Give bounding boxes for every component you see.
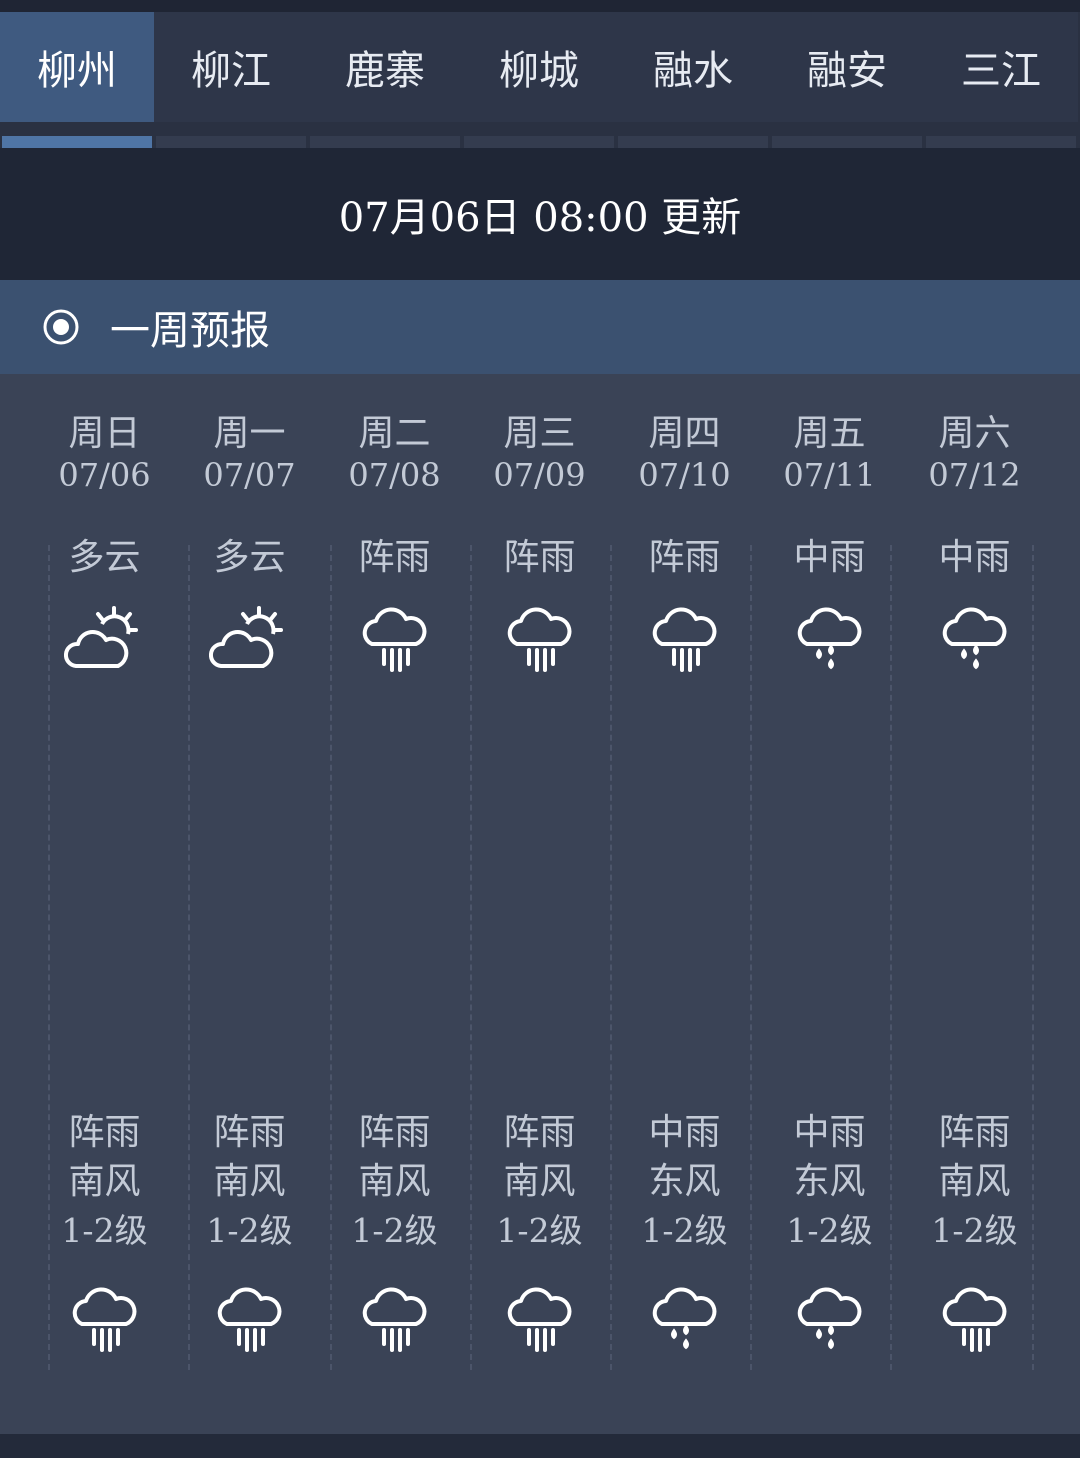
wind-level: 1-2级	[641, 1211, 728, 1250]
day-date: 07/12	[928, 456, 1021, 494]
column-divider	[48, 545, 50, 1370]
column-divider	[1032, 545, 1034, 1370]
wind-level: 1-2级	[206, 1211, 293, 1250]
wind-level: 1-2级	[786, 1211, 873, 1250]
wind-direction: 南风	[503, 1161, 576, 1202]
day-name: 周一	[213, 413, 286, 454]
night-weather: 中雨	[648, 1112, 721, 1153]
weekly-forecast-grid: 2727272726252436363535343133 周日07/06多云阵雨…	[0, 374, 1080, 1434]
day-name: 周三	[503, 413, 576, 454]
wind-direction: 南风	[358, 1161, 431, 1202]
update-time-bar: 07月06日 08:00 更新	[0, 148, 1080, 280]
update-time-text: 07月06日 08:00 更新	[338, 195, 742, 241]
tab-city-2[interactable]: 鹿寨	[308, 12, 462, 122]
day-weather: 中雨	[938, 537, 1011, 578]
night-weather: 阵雨	[938, 1112, 1011, 1153]
day-name: 周日	[68, 413, 141, 454]
bottom-strip	[0, 1434, 1080, 1458]
partly-cloudy-icon	[209, 606, 283, 668]
moderate-rain-icon	[797, 607, 862, 670]
weekly-forecast-header: 一周预报	[0, 280, 1080, 374]
day-name: 周四	[648, 413, 721, 454]
day-date: 07/10	[638, 456, 731, 494]
column-divider	[610, 545, 612, 1370]
night-weather: 中雨	[793, 1112, 866, 1153]
tab-city-0[interactable]: 柳州	[0, 12, 154, 122]
tab-indicator	[618, 136, 768, 148]
shower-rain-icon	[72, 1287, 137, 1352]
column-divider	[330, 545, 332, 1370]
top-edge	[0, 0, 1080, 12]
tab-city-3[interactable]: 柳城	[462, 12, 616, 122]
day-weather: 中雨	[793, 537, 866, 578]
moderate-rain-icon	[797, 1287, 862, 1350]
shower-rain-icon	[652, 607, 717, 672]
day-weather: 多云	[68, 537, 141, 578]
night-weather: 阵雨	[358, 1112, 431, 1153]
day-name: 周五	[793, 413, 866, 454]
day-date: 07/09	[493, 456, 586, 494]
shower-rain-icon	[942, 1287, 1007, 1352]
day-weather: 多云	[213, 537, 286, 578]
wind-direction: 南风	[68, 1161, 141, 1202]
tab-indicator	[156, 136, 306, 148]
wind-level: 1-2级	[351, 1211, 438, 1250]
wind-direction: 南风	[213, 1161, 286, 1202]
wind-direction: 东风	[648, 1161, 721, 1202]
moderate-rain-icon	[652, 1287, 717, 1350]
tab-indicator	[926, 136, 1076, 148]
column-divider	[890, 545, 892, 1370]
day-weather: 阵雨	[358, 537, 431, 578]
wind-direction: 东风	[793, 1161, 866, 1202]
column-divider	[470, 545, 472, 1370]
day-weather: 阵雨	[503, 537, 576, 578]
day-date: 07/08	[348, 456, 441, 494]
shower-rain-icon	[507, 1287, 572, 1352]
column-divider	[750, 545, 752, 1370]
tab-indicator	[772, 136, 922, 148]
shower-rain-icon	[362, 1287, 427, 1352]
day-name: 周六	[938, 413, 1011, 454]
tab-indicator	[2, 136, 152, 148]
column-divider	[188, 545, 190, 1370]
partly-cloudy-icon	[64, 606, 138, 668]
tab-indicator	[464, 136, 614, 148]
wind-direction: 南风	[938, 1161, 1011, 1202]
tab-city-6[interactable]: 三江	[924, 12, 1078, 122]
shower-rain-icon	[362, 607, 427, 672]
tab-city-5[interactable]: 融安	[770, 12, 924, 122]
day-date: 07/07	[203, 456, 296, 494]
day-weather: 阵雨	[648, 537, 721, 578]
section-title: 一周预报	[110, 308, 270, 354]
night-weather: 阵雨	[68, 1112, 141, 1153]
wind-level: 1-2级	[931, 1211, 1018, 1250]
day-name: 周二	[358, 413, 431, 454]
tab-city-1[interactable]: 柳江	[154, 12, 308, 122]
tab-indicator	[310, 136, 460, 148]
city-tab-bar: 柳州 柳江 鹿寨 柳城 融水 融安 三江	[0, 0, 1080, 148]
moderate-rain-icon	[942, 607, 1007, 670]
shower-rain-icon	[507, 607, 572, 672]
wind-level: 1-2级	[61, 1211, 148, 1250]
night-weather: 阵雨	[503, 1112, 576, 1153]
night-weather: 阵雨	[213, 1112, 286, 1153]
wind-level: 1-2级	[496, 1211, 583, 1250]
tab-city-4[interactable]: 融水	[616, 12, 770, 122]
radio-target-icon	[43, 309, 79, 345]
day-date: 07/11	[783, 456, 876, 494]
day-date: 07/06	[58, 456, 151, 494]
shower-rain-icon	[217, 1287, 282, 1352]
